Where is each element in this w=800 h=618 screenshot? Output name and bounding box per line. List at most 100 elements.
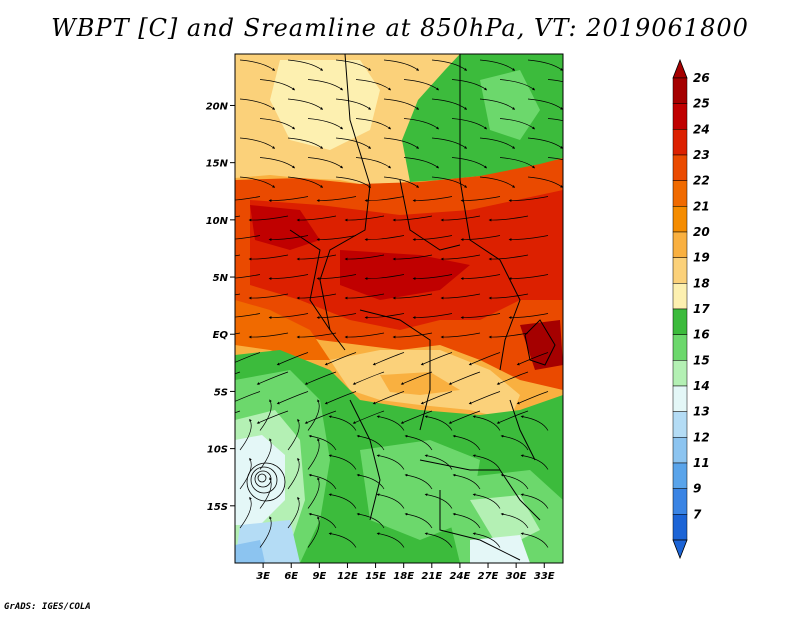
streamline <box>424 415 453 431</box>
streamline <box>424 454 453 470</box>
lat-tick-label: EQ <box>213 330 229 341</box>
streamline <box>235 215 241 218</box>
streamline <box>259 516 272 548</box>
streamline <box>235 391 261 402</box>
streamline <box>383 59 420 71</box>
colorbar-swatch <box>672 257 688 284</box>
streamline <box>248 215 289 222</box>
streamline <box>451 79 488 91</box>
streamline <box>500 434 529 451</box>
colorbar-label: 14 <box>693 379 710 393</box>
streamline <box>499 157 536 169</box>
streamline <box>335 98 372 110</box>
streamline <box>440 293 481 300</box>
colorbar-swatch <box>672 385 688 412</box>
streamline <box>239 137 276 149</box>
colorbar-swatch <box>672 488 688 515</box>
streamline <box>420 352 453 366</box>
colorbar-label: 11 <box>693 456 710 470</box>
colorbar-label: 26 <box>693 71 710 85</box>
streamline <box>235 313 261 318</box>
streamline <box>403 79 440 91</box>
streamline <box>448 410 481 424</box>
streamline <box>488 215 529 222</box>
streamline <box>307 438 320 470</box>
lat-tick-label: 15N <box>206 159 229 170</box>
streamline <box>460 196 501 202</box>
streamline <box>248 293 289 300</box>
streamline <box>452 473 481 490</box>
streamline <box>392 215 433 222</box>
streamline <box>400 410 433 424</box>
streamline <box>344 254 385 261</box>
colorbar-label: 15 <box>693 353 710 367</box>
streamline <box>248 254 289 261</box>
colorbar-label: 16 <box>693 328 710 342</box>
streamline <box>404 512 433 529</box>
streamline <box>324 352 357 366</box>
streamline <box>424 532 453 548</box>
streamline <box>488 254 529 261</box>
colorbar-swatch <box>672 77 688 104</box>
streamline <box>451 118 488 130</box>
streamline <box>335 176 372 188</box>
streamline <box>547 157 563 161</box>
streamline <box>364 313 405 319</box>
streamline <box>527 137 563 149</box>
streamline <box>460 274 501 280</box>
streamline <box>499 79 536 91</box>
streamline <box>316 313 357 319</box>
streamline <box>256 371 289 385</box>
longitude-axis: 3E 6E 9E 12E 15E 18E 21E 24E 27E 30E 33E <box>256 563 555 582</box>
wbpt-field <box>235 54 563 563</box>
colorbar-label: 20 <box>693 225 710 239</box>
streamline <box>412 235 453 241</box>
streamline <box>403 118 440 130</box>
streamline <box>296 215 337 222</box>
streamline <box>235 352 261 363</box>
lat-tick-label: 5N <box>213 273 229 284</box>
streamline <box>356 512 385 529</box>
streamline <box>307 118 344 130</box>
streamline <box>296 293 337 300</box>
streamline <box>239 176 276 188</box>
region-cyclone-center <box>246 462 286 502</box>
colorbar: 26 25 24 23 22 21 20 19 18 17 16 15 14 13 12 11 9 7 <box>672 58 710 560</box>
streamline <box>468 352 501 366</box>
streamline <box>472 415 501 431</box>
colorbar-label: 18 <box>693 276 710 290</box>
streamline <box>268 274 309 280</box>
colorbar-label: 24 <box>693 122 710 136</box>
streamline <box>344 332 385 339</box>
streamline <box>376 415 405 431</box>
colorbar-swatch <box>672 103 688 130</box>
colorbar-label: 22 <box>693 174 710 188</box>
streamline <box>468 391 501 405</box>
streamline <box>307 399 320 431</box>
streamline <box>383 137 420 149</box>
streamline <box>364 274 405 280</box>
streamline <box>412 274 453 280</box>
streamline <box>508 313 549 319</box>
lat-tick-label: 20N <box>206 101 229 112</box>
streamline <box>431 59 468 71</box>
streamline <box>383 176 420 188</box>
colorbar-bottom-arrow <box>672 539 688 560</box>
streamline <box>287 59 324 71</box>
streamline <box>304 371 337 385</box>
streamline <box>520 415 549 431</box>
streamline <box>276 352 309 366</box>
colorbar-swatch <box>672 437 688 464</box>
streamline <box>508 274 549 280</box>
streamline <box>479 137 516 149</box>
streamline <box>500 512 529 529</box>
streamline <box>392 293 433 300</box>
streamline <box>235 410 241 414</box>
streamline <box>259 399 272 431</box>
colorbar-swatch <box>672 411 688 438</box>
colorbar-label: 19 <box>693 251 710 265</box>
streamline <box>392 254 433 261</box>
latitude-axis: 20N 15N 10N 5N EQ 5S 10S 15S <box>206 101 235 513</box>
streamline <box>448 371 481 385</box>
